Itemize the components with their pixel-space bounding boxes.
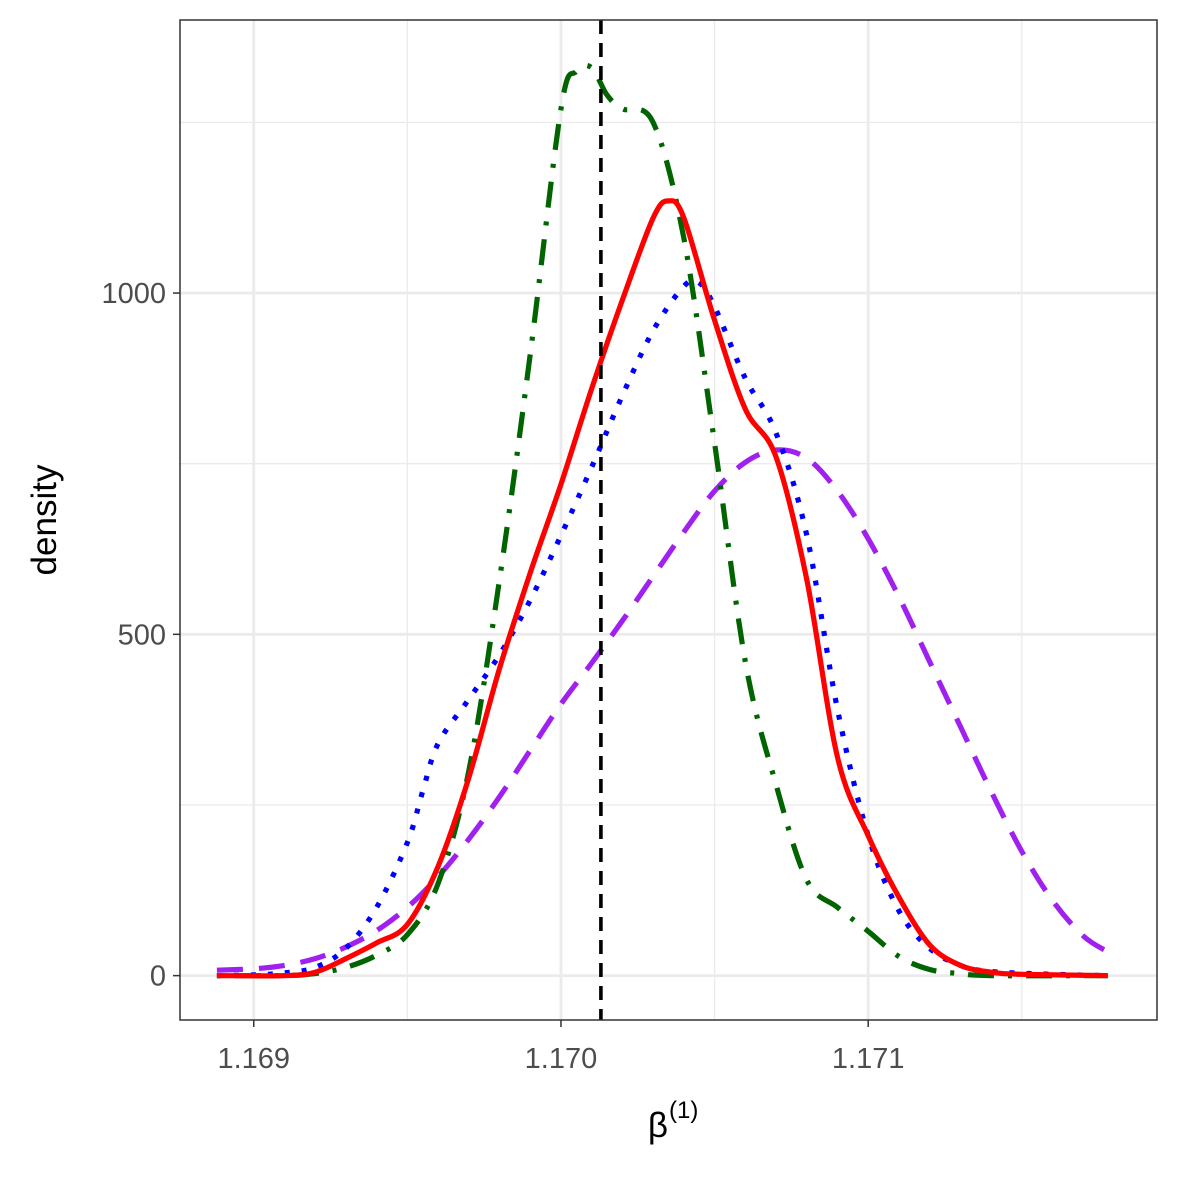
x-axis-title: β (648, 1106, 668, 1145)
plot-background (180, 20, 1157, 1020)
series-dashed-line (216, 447, 1110, 973)
x-tick-label: 1.169 (217, 1043, 290, 1075)
plot-panel-border (179, 19, 1158, 1021)
series-layer (216, 62, 1110, 979)
y-tick-label: 500 (118, 619, 166, 651)
grid-minor (180, 20, 1157, 1020)
x-axis-title-superscript: (1) (669, 1097, 698, 1124)
series-solid-line (216, 198, 1108, 979)
y-tick-label: 1000 (101, 278, 166, 310)
x-tick-label: 1.170 (525, 1043, 598, 1075)
y-tick-label: 0 (150, 961, 166, 993)
series-dotdash-line (216, 62, 1108, 979)
y-axis-ticks: 0 500 1000 (101, 278, 180, 993)
x-axis-ticks: 1.169 1.170 1.171 (217, 1020, 904, 1075)
x-tick-label: 1.171 (832, 1043, 905, 1075)
y-axis-title: density (25, 464, 64, 575)
